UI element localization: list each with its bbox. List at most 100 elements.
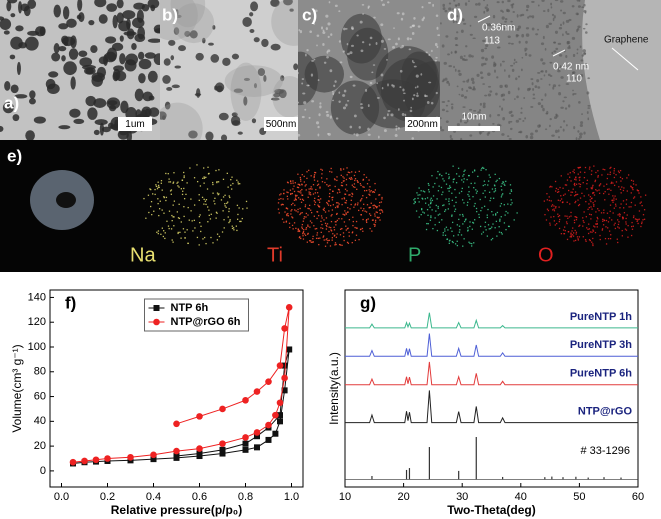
map-dot	[316, 192, 319, 194]
map-dot	[345, 229, 347, 231]
marker	[92, 456, 100, 464]
map-dot	[285, 221, 287, 223]
particle	[486, 132, 490, 136]
particle	[554, 30, 558, 34]
map-dot	[351, 241, 353, 244]
particle	[585, 66, 588, 68]
marker	[196, 445, 203, 452]
map-dot	[354, 178, 357, 180]
map-dot	[585, 216, 587, 218]
map-dot	[432, 186, 434, 188]
map-dot	[170, 193, 172, 195]
marker	[272, 411, 279, 419]
map-dot	[613, 176, 616, 179]
map-dot	[599, 183, 602, 185]
map-dot	[555, 187, 558, 190]
particle	[450, 103, 454, 106]
map-dot	[280, 193, 282, 195]
particle	[557, 69, 561, 73]
particle	[14, 94, 28, 99]
map-dot	[438, 221, 441, 224]
particle	[6, 1, 12, 12]
map-dot	[570, 211, 572, 214]
particle	[460, 29, 464, 34]
map-dot	[201, 196, 204, 199]
map-dot	[363, 174, 365, 176]
particle	[98, 14, 108, 24]
particle	[547, 8, 550, 13]
map-dot	[420, 190, 422, 192]
map-dot	[343, 197, 345, 199]
particle	[77, 0, 83, 12]
map-dot	[582, 220, 584, 222]
map-dot	[570, 191, 572, 193]
map-dot	[334, 179, 336, 181]
map-dot	[421, 197, 423, 199]
map-dot	[413, 202, 415, 205]
particle	[387, 109, 391, 112]
map-dot	[557, 215, 560, 218]
map-dot	[246, 207, 248, 209]
particle	[514, 98, 516, 101]
particle	[541, 0, 545, 2]
map-dot	[343, 221, 346, 223]
particle	[87, 107, 98, 120]
map-dot	[632, 216, 635, 219]
map-dot	[361, 227, 364, 230]
particle	[339, 61, 343, 64]
map-dot	[154, 188, 156, 191]
map-dot	[238, 207, 240, 209]
particle	[148, 95, 155, 101]
element-maps	[30, 164, 647, 247]
map-dot	[437, 207, 439, 209]
map-dot	[558, 191, 560, 193]
particle	[499, 105, 501, 108]
particle	[353, 133, 356, 136]
particle	[453, 15, 456, 17]
map-dot	[473, 205, 475, 207]
particle	[218, 112, 229, 121]
map-dot	[427, 223, 429, 225]
map-dot	[339, 234, 342, 236]
map-dot	[558, 227, 561, 230]
map-dot	[321, 181, 324, 183]
particle	[559, 54, 563, 57]
map-dot	[310, 211, 313, 214]
map-dot	[510, 204, 512, 206]
map-dot	[463, 170, 465, 173]
particle	[412, 61, 415, 64]
map-dot	[590, 218, 592, 220]
map-dot	[640, 225, 642, 228]
map-dot	[447, 229, 449, 231]
map-dot	[484, 184, 486, 186]
particle	[443, 61, 447, 65]
map-dot	[613, 224, 615, 226]
particle	[309, 30, 312, 33]
particle	[434, 59, 437, 62]
series-label: PureNTP 1h	[570, 311, 632, 323]
map-dot	[573, 221, 576, 224]
map-dot	[626, 190, 628, 192]
map-dot	[312, 193, 315, 195]
particle	[416, 94, 419, 98]
map-dot	[448, 198, 450, 200]
map-dot	[360, 184, 362, 187]
map-dot	[557, 188, 559, 191]
particle	[150, 4, 156, 12]
map-dot	[349, 171, 351, 174]
particle	[73, 118, 85, 124]
map-dot	[500, 231, 503, 234]
map-dot	[608, 188, 610, 190]
panel-label: e)	[7, 146, 22, 165]
map-dot	[285, 220, 288, 222]
map-dot	[482, 231, 485, 233]
particle	[428, 1, 432, 4]
map-dot	[452, 181, 454, 183]
particle	[453, 65, 455, 69]
map-dot	[436, 229, 439, 232]
map-dot	[308, 191, 310, 193]
map-dot	[504, 214, 506, 216]
map-dot	[595, 223, 597, 225]
map-dot	[596, 222, 598, 225]
map-dot	[372, 204, 374, 207]
